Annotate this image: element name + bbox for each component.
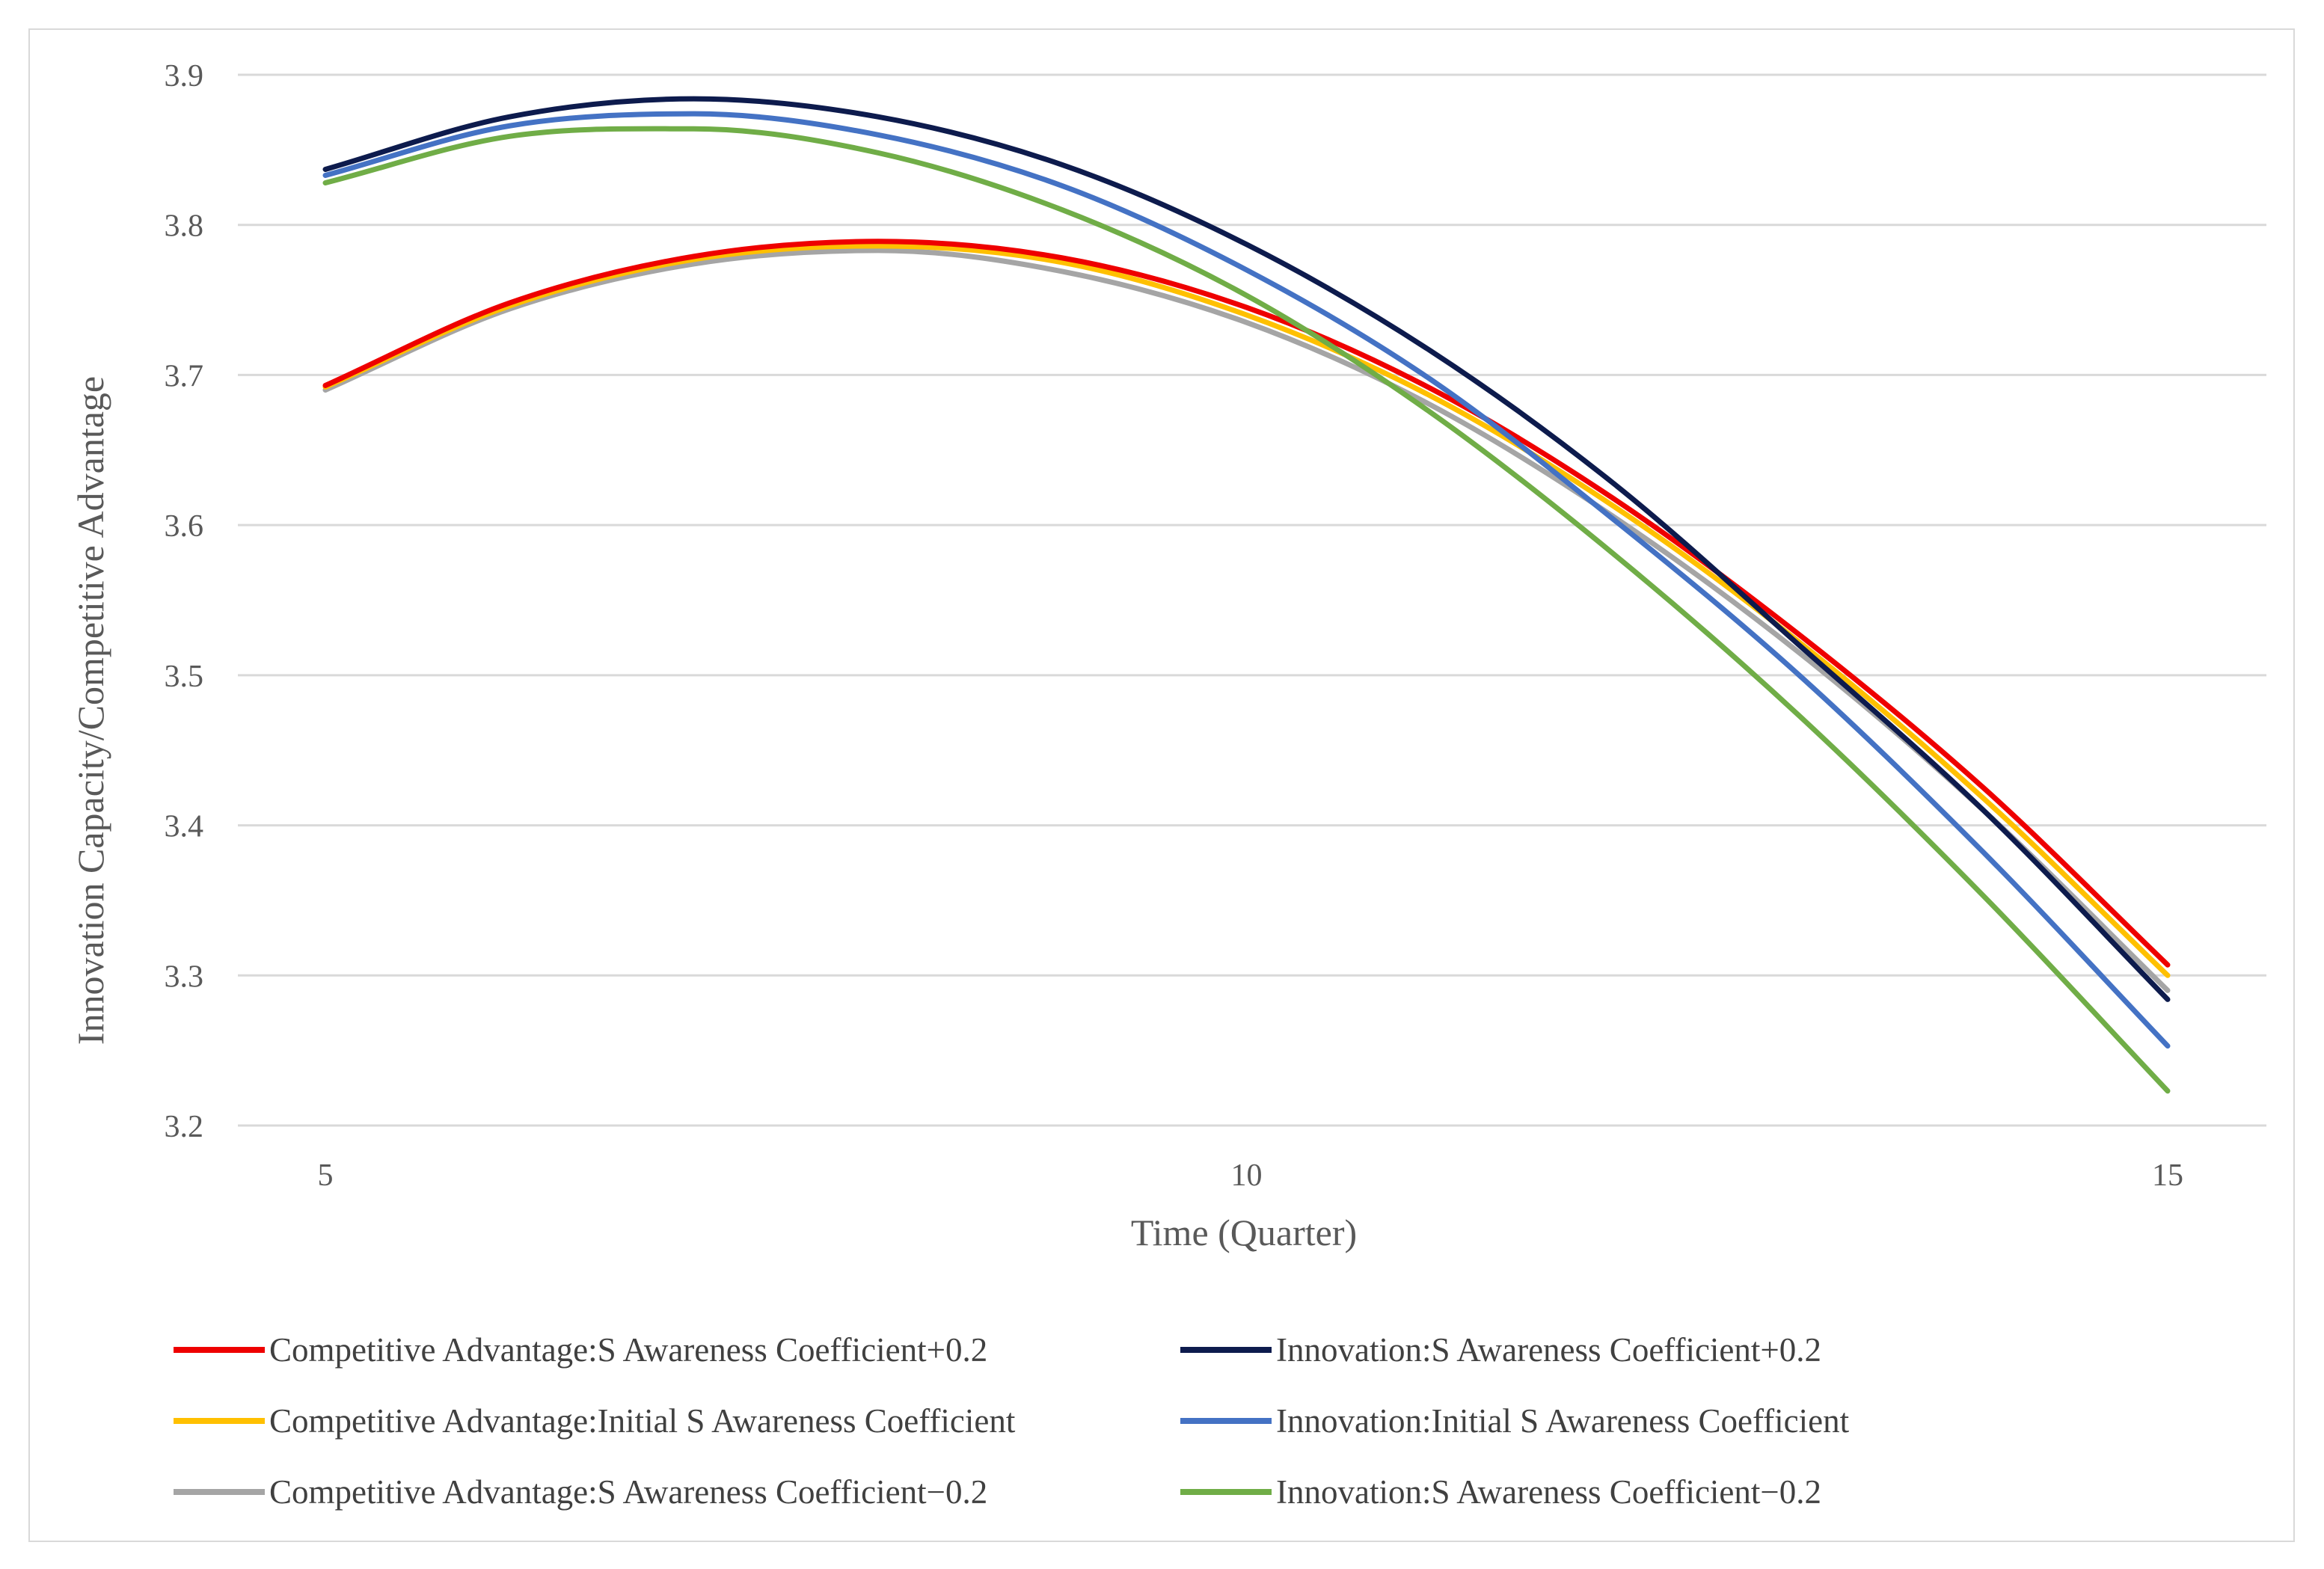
y-tick-label: 3.2 — [165, 1110, 204, 1144]
x-tick-label: 5 — [318, 1158, 334, 1193]
legend-label: Competitive Advantage:Initial S Awarenes… — [269, 1402, 1016, 1440]
y-axis-ticks: 3.2 3.3 3.4 3.5 3.6 3.7 3.8 3.9 — [165, 59, 204, 1144]
y-tick-label: 3.3 — [165, 959, 204, 994]
series-line — [322, 239, 2171, 968]
gridlines — [238, 73, 2266, 1127]
x-axis-title: Time (Quarter) — [1131, 1212, 1357, 1253]
x-axis-ticks: 5 10 15 — [318, 1158, 2184, 1193]
legend-label: Innovation:S Awareness Coefficient+0.2 — [1276, 1331, 1821, 1369]
series-line — [322, 126, 2171, 1094]
legend-label: Innovation:Initial S Awareness Coefficie… — [1276, 1402, 1850, 1440]
legend-label: Innovation:S Awareness Coefficient−0.2 — [1276, 1473, 1821, 1511]
y-tick-label: 3.5 — [165, 660, 204, 694]
series-line — [322, 248, 2171, 993]
y-tick-label: 3.7 — [165, 359, 204, 393]
legend-label: Competitive Advantage:S Awareness Coeffi… — [269, 1473, 987, 1511]
series-line — [322, 96, 2171, 1002]
x-tick-label: 10 — [1231, 1158, 1263, 1193]
y-tick-label: 3.6 — [165, 509, 204, 544]
legend-label: Competitive Advantage:S Awareness Coeffi… — [269, 1331, 987, 1369]
y-axis-title: Innovation Capacity/Competitive Advantag… — [70, 376, 111, 1045]
series-lines — [322, 96, 2171, 1094]
series-line — [322, 111, 2171, 1049]
legend: Competitive Advantage:S Awareness Coeffi… — [174, 1331, 1850, 1511]
y-tick-label: 3.8 — [165, 209, 204, 244]
y-tick-label: 3.4 — [165, 810, 204, 844]
series-line — [322, 243, 2171, 978]
x-tick-label: 15 — [2152, 1158, 2183, 1193]
y-tick-label: 3.9 — [165, 59, 204, 93]
